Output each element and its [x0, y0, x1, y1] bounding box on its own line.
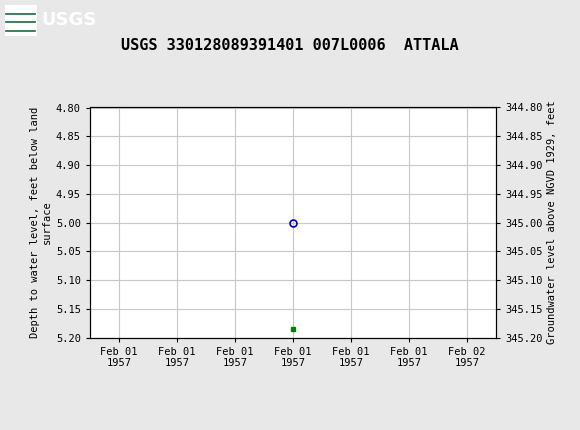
FancyBboxPatch shape — [5, 5, 37, 36]
Y-axis label: Groundwater level above NGVD 1929, feet: Groundwater level above NGVD 1929, feet — [546, 101, 557, 344]
Y-axis label: Depth to water level, feet below land
surface: Depth to water level, feet below land su… — [30, 107, 52, 338]
Text: USGS 330128089391401 007L0006  ATTALA: USGS 330128089391401 007L0006 ATTALA — [121, 38, 459, 52]
Text: USGS: USGS — [42, 12, 97, 29]
Legend: Period of approved data: Period of approved data — [190, 429, 396, 430]
